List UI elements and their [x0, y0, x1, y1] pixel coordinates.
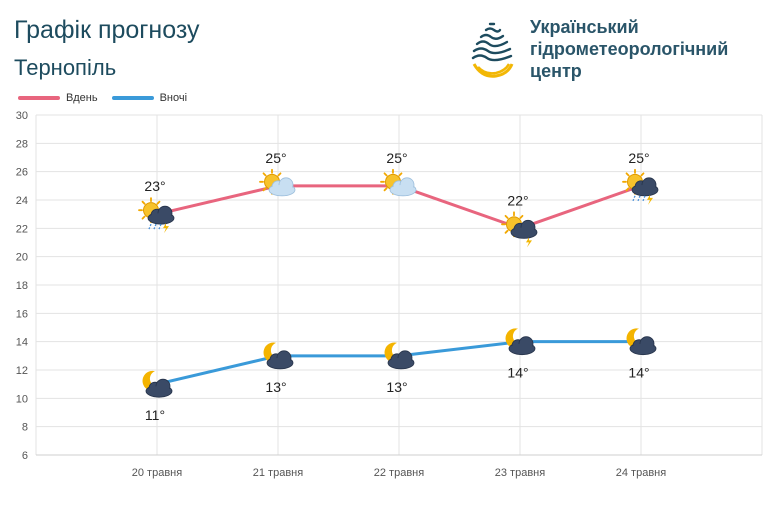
data-label: 22° [507, 192, 528, 208]
org-line-1: Український [530, 17, 639, 37]
moon-shape [626, 328, 645, 349]
data-label: 11° [145, 407, 165, 423]
x-tick-label: 23 травня [495, 467, 545, 479]
data-labels: 23° 25° 25° 22° 25° 11° 13° 13° 14° 14° [144, 150, 649, 423]
legend-label-night: Вночі [159, 92, 188, 104]
chart-legend: Вдень Вночі [18, 92, 201, 104]
sun-cloud-thunder-icon [501, 211, 538, 248]
cloud-shape [389, 177, 417, 197]
sun-cloud-rain-thunder-icon [622, 168, 659, 205]
moon-cloud-icon [142, 370, 173, 398]
sun-cloud-icon [380, 168, 417, 197]
y-tick-label: 30 [16, 110, 28, 122]
data-label: 14° [507, 365, 528, 381]
rain-drop [158, 223, 162, 230]
legend-swatch-day [18, 96, 60, 100]
cloud-shape [508, 336, 536, 356]
cloud-shape [631, 177, 659, 197]
cloud-shape [268, 177, 296, 197]
lightning-bolt [526, 237, 532, 248]
y-tick-label: 26 [16, 167, 28, 179]
y-tick-label: 14 [16, 337, 28, 349]
rain-drop [148, 223, 152, 230]
cloud-shape [145, 378, 173, 398]
y-tick-label: 6 [22, 450, 28, 462]
rain-drop [642, 195, 646, 202]
hydromet-logo-icon [471, 22, 514, 78]
moon-cloud-icon [626, 328, 657, 356]
y-axis: 6 8 10 12 14 16 18 20 22 24 26 28 30 [16, 110, 28, 462]
data-label: 14° [628, 365, 649, 381]
legend-item-day[interactable]: Вдень [18, 92, 98, 104]
lightning-bolt [647, 194, 653, 205]
city-name: Тернопіль [14, 55, 117, 80]
moon-shape [142, 370, 161, 391]
x-tick-label: 22 травня [374, 467, 424, 479]
x-tick-label: 21 травня [253, 467, 303, 479]
data-label: 23° [144, 178, 165, 194]
y-tick-label: 22 [16, 223, 28, 235]
y-tick-label: 12 [16, 365, 28, 377]
moon-cloud-icon [505, 328, 536, 356]
data-label: 13° [265, 379, 286, 395]
y-tick-label: 8 [22, 422, 28, 434]
moon-shape [505, 328, 524, 349]
data-label: 25° [628, 150, 649, 166]
x-tick-label: 24 травня [616, 467, 666, 479]
cloud-shape [387, 350, 415, 370]
cloud-shape [266, 350, 294, 370]
legend-label-day: Вдень [66, 92, 98, 104]
data-label: 25° [386, 150, 407, 166]
cloud-shape [629, 336, 657, 356]
chart-grid [35, 114, 763, 456]
data-label: 25° [265, 150, 286, 166]
weather-icons [138, 168, 659, 398]
moon-shape [263, 342, 282, 363]
moon-cloud-icon [263, 342, 294, 370]
cloud-shape [510, 219, 538, 239]
lightning-bolt [163, 223, 169, 234]
rain-drop [637, 195, 641, 202]
org-line-2: гідрометеорологічний [530, 39, 729, 59]
y-tick-label: 28 [16, 138, 28, 150]
org-line-3: центр [530, 61, 582, 81]
sun-cloud-rain-thunder-icon [138, 197, 175, 234]
y-tick-label: 10 [16, 393, 28, 405]
y-tick-label: 20 [16, 252, 28, 264]
sun-cloud-icon [259, 168, 296, 197]
y-tick-label: 24 [16, 195, 28, 207]
moon-cloud-icon [384, 342, 415, 370]
moon-shape [384, 342, 403, 363]
cloud-shape [147, 205, 175, 225]
y-tick-label: 18 [16, 280, 28, 292]
page-title: Графік прогнозу [14, 16, 200, 44]
organization-name: Український гідрометеорологічний центр [530, 16, 728, 82]
legend-swatch-night [111, 96, 154, 100]
x-tick-label: 20 травня [132, 467, 182, 479]
x-axis: 20 травня 21 травня 22 травня 23 травня 24 т… [36, 454, 762, 479]
y-tick-label: 16 [16, 308, 28, 320]
legend-item-night[interactable]: Вночі [111, 92, 188, 104]
rain-drop [153, 223, 157, 230]
rain-drop [632, 195, 636, 202]
data-label: 13° [386, 379, 407, 395]
